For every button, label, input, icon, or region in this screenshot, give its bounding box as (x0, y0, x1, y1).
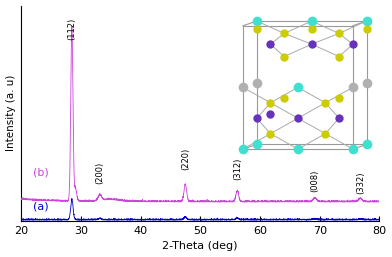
X-axis label: 2-Theta (deg): 2-Theta (deg) (163, 241, 238, 251)
Text: (312): (312) (233, 158, 242, 180)
Text: (b): (b) (33, 168, 49, 178)
Text: (112): (112) (67, 18, 76, 40)
Text: (220): (220) (181, 148, 190, 170)
Text: (332): (332) (356, 172, 365, 194)
Text: (200): (200) (95, 162, 104, 184)
Text: (a): (a) (33, 202, 49, 212)
Y-axis label: Intensity (a. u): Intensity (a. u) (5, 75, 16, 151)
Text: (008): (008) (310, 170, 319, 192)
